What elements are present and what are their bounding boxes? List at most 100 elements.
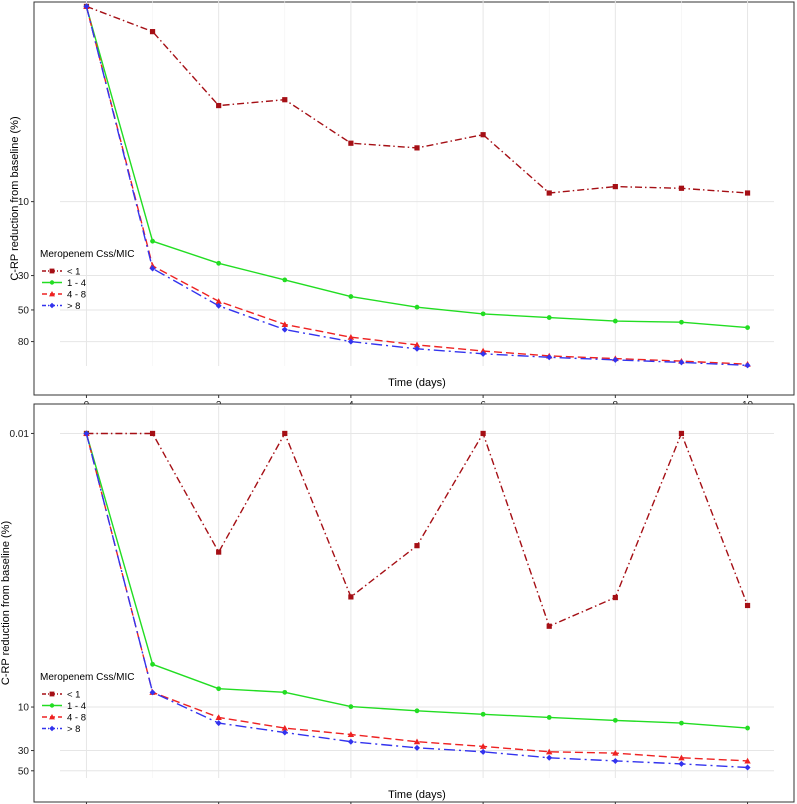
legend-label: > 8	[67, 301, 80, 312]
legend-key-marker	[49, 291, 55, 297]
data-point	[679, 720, 684, 726]
series-> 8	[83, 3, 751, 369]
data-point	[282, 689, 288, 695]
data-point	[612, 184, 618, 190]
data-point	[744, 190, 751, 196]
data-point	[480, 430, 486, 437]
data-point	[480, 311, 486, 317]
data-point	[678, 760, 685, 767]
legend-label: < 1	[67, 267, 80, 278]
legend-title: Meropenem Css/MIC	[40, 249, 134, 260]
legend-label: 1 - 4	[67, 278, 86, 289]
data-point	[215, 298, 222, 304]
series-1 - 4	[84, 4, 750, 331]
data-point	[744, 602, 751, 609]
data-point	[414, 744, 420, 751]
data-point	[150, 238, 155, 244]
data-point	[546, 623, 552, 629]
data-point	[215, 714, 222, 720]
grid	[60, 0, 774, 366]
data-point	[678, 754, 685, 761]
data-point	[83, 3, 90, 10]
data-point	[216, 549, 222, 555]
data-point	[744, 362, 751, 369]
data-point	[215, 720, 222, 727]
data-point	[347, 334, 355, 340]
data-point	[414, 304, 420, 310]
data-point	[216, 102, 222, 109]
data-point	[678, 359, 685, 366]
y-tick-label: 80	[18, 337, 30, 348]
data-point	[282, 277, 288, 283]
data-point	[281, 326, 288, 333]
chart-1: 024681010305080Time (days)C-RP reduction…	[9, 0, 795, 411]
series-line	[85, 433, 748, 769]
data-point	[348, 140, 354, 146]
data-point	[414, 145, 420, 151]
data-point	[546, 715, 552, 720]
data-point	[347, 731, 355, 738]
data-point	[83, 430, 90, 437]
data-point	[348, 294, 354, 299]
data-point	[546, 190, 552, 196]
legend-label: 4 - 8	[67, 713, 86, 724]
data-point	[480, 132, 486, 138]
y-tick-label: 30	[18, 271, 30, 282]
data-point	[546, 754, 553, 761]
panel-border	[33, 1, 795, 396]
y-tick-label: 10	[18, 703, 30, 714]
y-tick-label: 30	[18, 746, 30, 757]
data-point	[546, 748, 553, 755]
data-point	[612, 717, 618, 723]
legend-label: 4 - 8	[67, 290, 86, 301]
data-point	[149, 29, 156, 35]
legend: Meropenem Css/MIC < 11 - 44 - 8> 8	[40, 672, 134, 735]
data-point	[479, 347, 487, 354]
data-point	[479, 743, 487, 749]
legend-key-marker	[49, 691, 55, 697]
data-point	[744, 757, 751, 764]
data-point	[149, 689, 156, 696]
data-point	[149, 430, 156, 437]
data-point	[282, 97, 288, 103]
legend-key-marker	[49, 714, 55, 720]
data-point	[745, 325, 750, 331]
y-tick-label: 10	[18, 197, 30, 208]
y-tick-label: 50	[18, 766, 30, 777]
data-point	[281, 729, 288, 736]
legend-key-marker	[49, 280, 55, 285]
data-point	[347, 338, 354, 345]
x-axis-title: Time (days)	[388, 377, 446, 389]
data-point	[348, 704, 354, 710]
data-point	[413, 738, 421, 745]
legend-label: > 8	[67, 724, 80, 735]
legend-title: Meropenem Css/MIC	[40, 672, 134, 683]
data-point	[480, 711, 486, 717]
series-> 8	[83, 430, 751, 771]
legend-key-marker	[49, 268, 55, 274]
x-axis-title: Time (days)	[388, 789, 446, 801]
legend-label: < 1	[67, 690, 80, 701]
data-point	[679, 319, 684, 325]
series-line	[85, 433, 748, 762]
data-point	[414, 345, 420, 352]
legend-key-marker	[49, 703, 55, 708]
data-point	[612, 356, 619, 363]
data-point	[348, 594, 354, 600]
data-point	[149, 265, 156, 272]
data-point	[150, 661, 155, 667]
data-point	[347, 738, 354, 745]
panel-border	[33, 403, 795, 803]
legend-key-marker	[49, 302, 55, 309]
y-axis-title: C-RP reduction from baseline (%)	[0, 521, 12, 685]
data-point	[612, 318, 618, 324]
data-point	[678, 430, 685, 437]
legend-label: 1 - 4	[67, 701, 86, 712]
data-point	[216, 686, 222, 692]
y-tick-label: 0.01	[10, 429, 30, 440]
data-point	[413, 341, 421, 348]
data-point	[744, 764, 751, 771]
legend: Meropenem Css/MIC < 11 - 44 - 8> 8	[40, 249, 134, 312]
